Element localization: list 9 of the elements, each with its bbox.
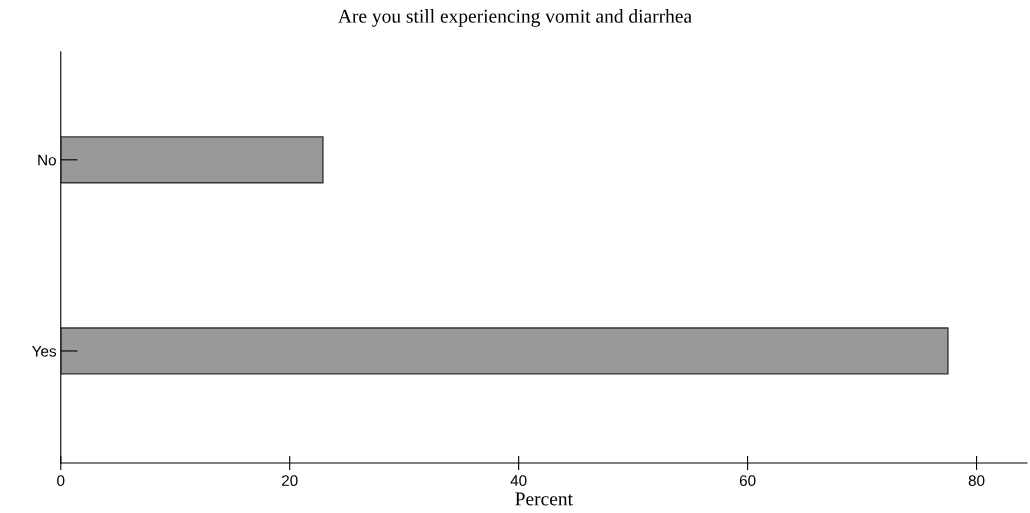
x-tick-label: 20 xyxy=(281,475,298,487)
y-tick-label: No xyxy=(38,154,56,166)
x-tick-label: 0 xyxy=(57,475,65,487)
y-tick-label: Yes xyxy=(32,345,57,357)
x-tick-label: 60 xyxy=(739,475,756,487)
x-tick-label: 80 xyxy=(968,475,985,487)
chart-title: Are you still experiencing vomit and diarrhea xyxy=(338,9,692,27)
x-tick-label: 40 xyxy=(510,475,527,487)
x-axis-title: Percent xyxy=(515,492,573,506)
